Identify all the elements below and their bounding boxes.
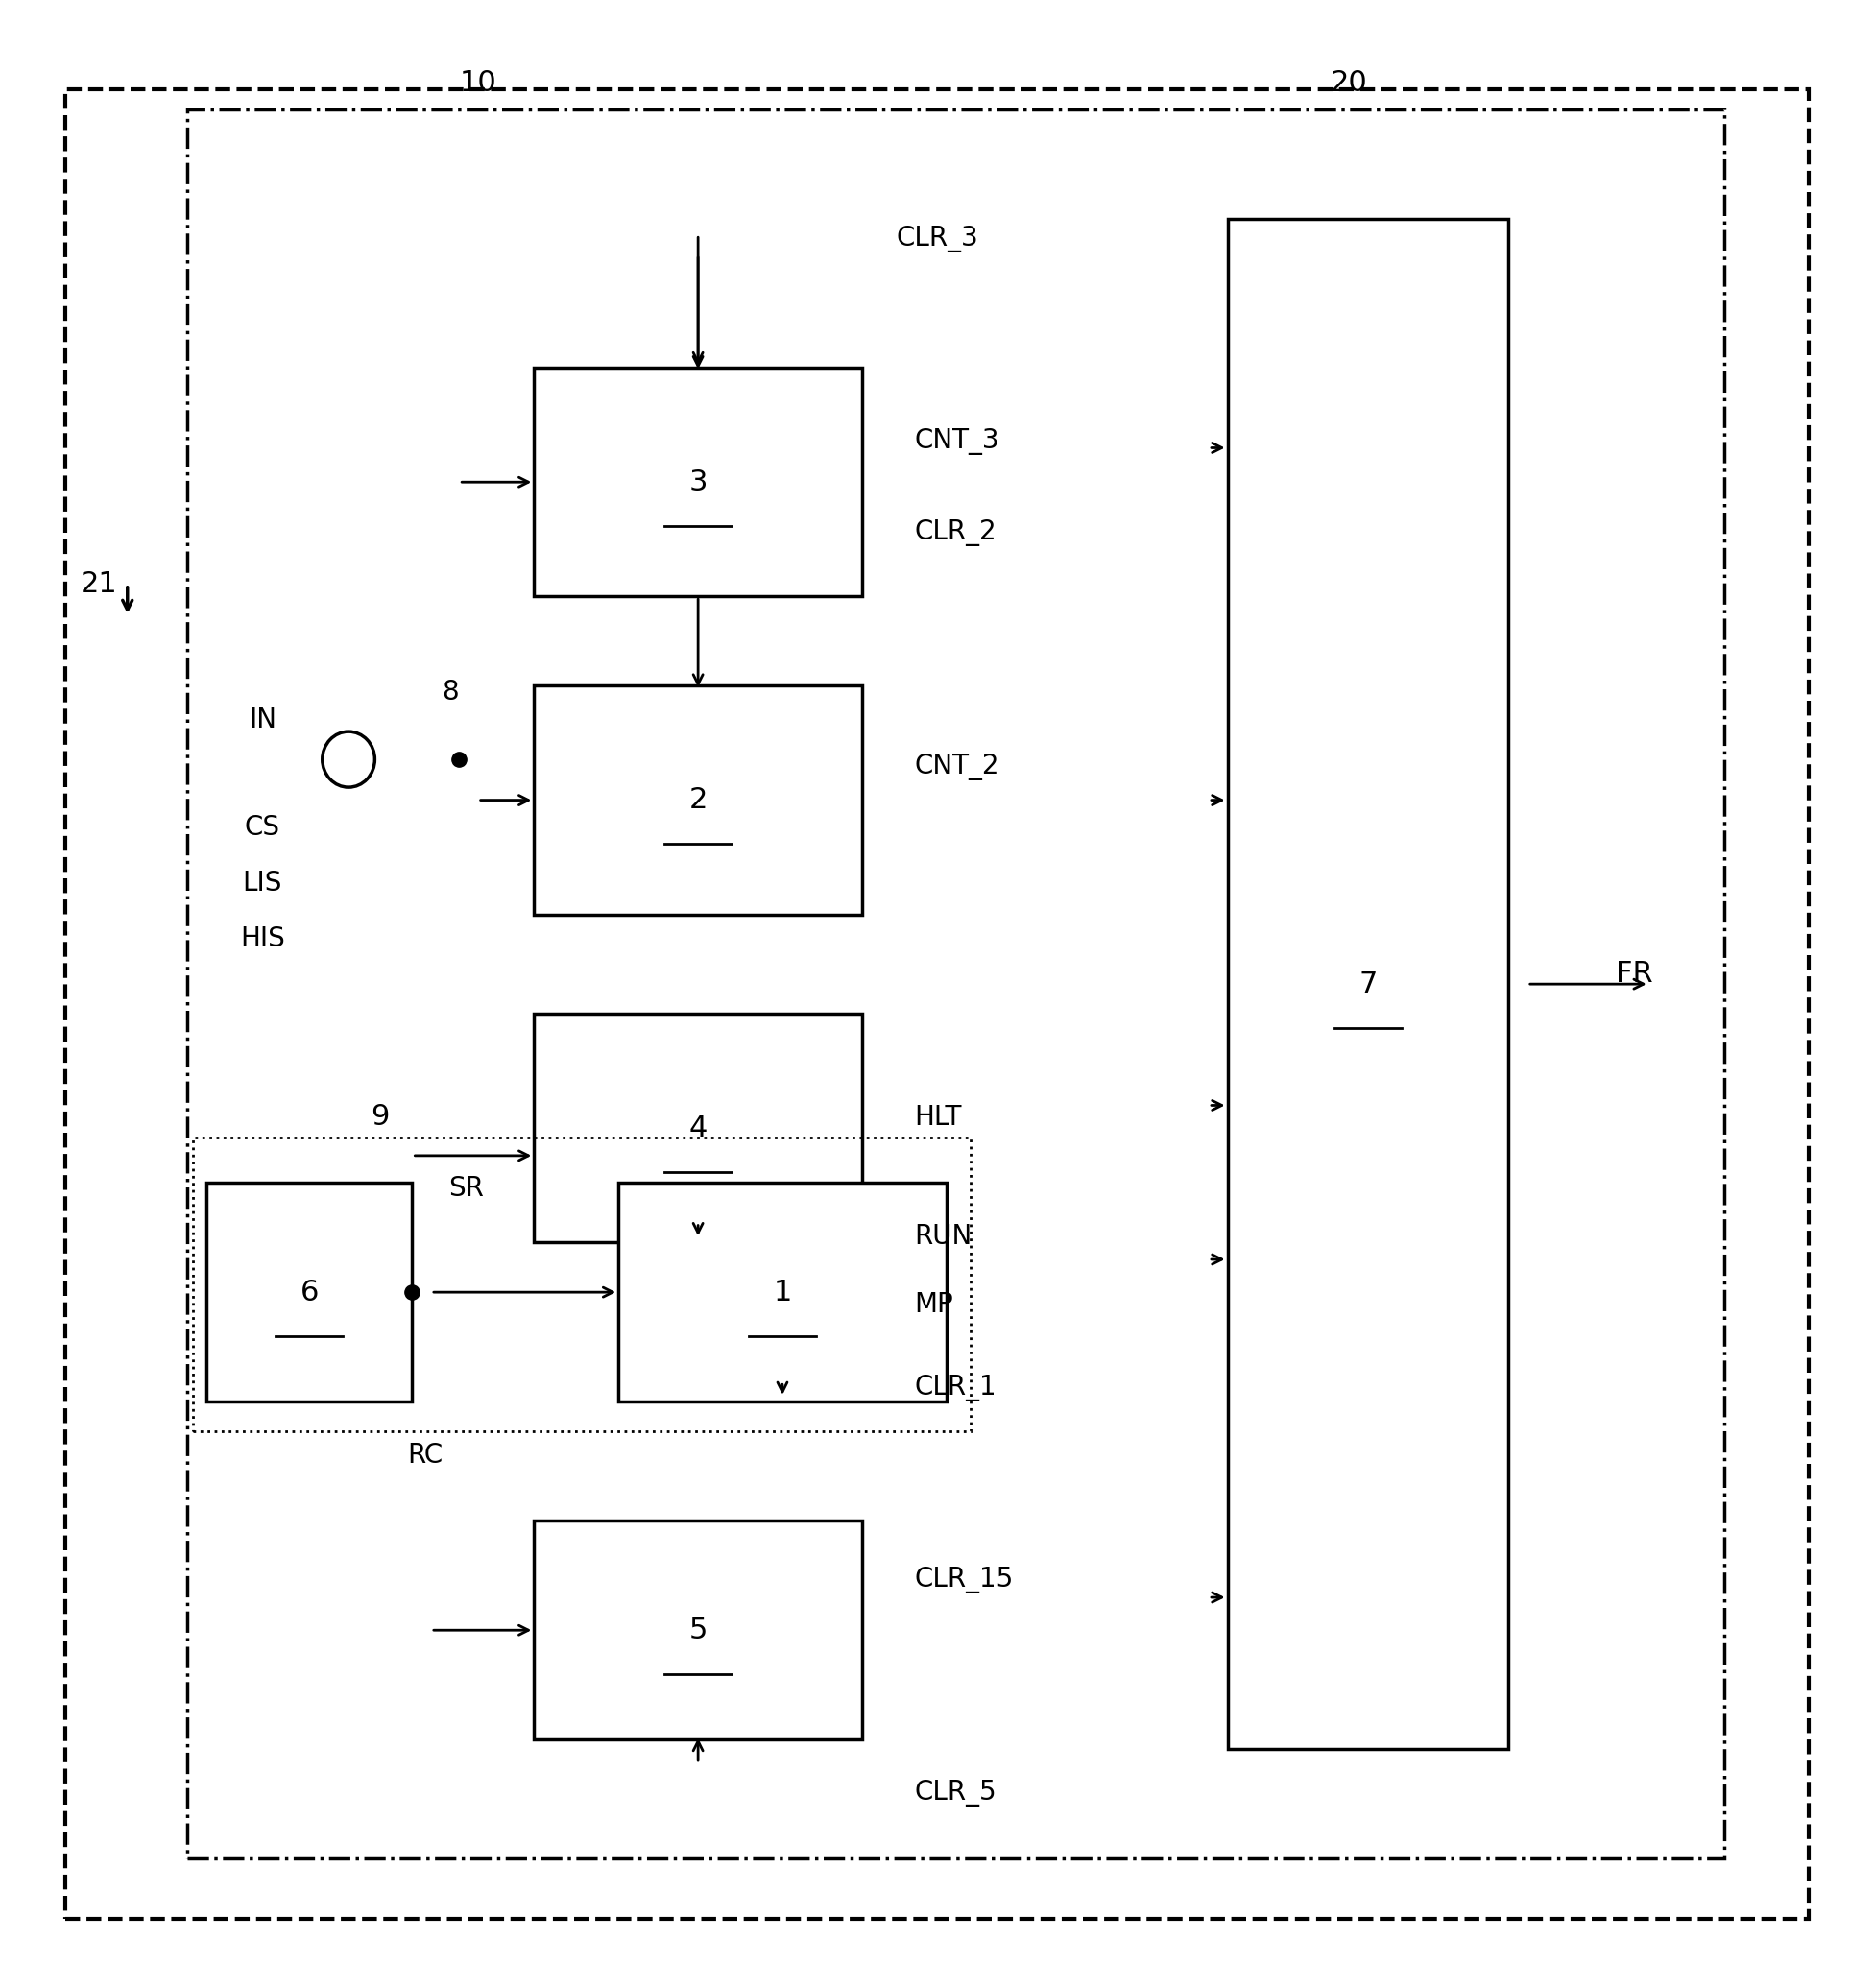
Text: HIS: HIS (240, 924, 285, 952)
Text: LIS: LIS (242, 869, 283, 897)
Text: FR: FR (1615, 960, 1653, 988)
Text: 5: 5 (690, 1616, 706, 1644)
Text: 7: 7 (1359, 970, 1377, 998)
Text: 1: 1 (774, 1278, 791, 1306)
Text: MP: MP (915, 1290, 954, 1318)
Bar (534, 1014, 862, 1242)
Text: CLR_3: CLR_3 (896, 225, 978, 252)
Bar (193, 1137, 971, 1431)
Text: 9: 9 (371, 1103, 390, 1131)
Bar (187, 109, 1724, 1859)
Text: 21: 21 (81, 571, 118, 598)
Text: CS: CS (245, 813, 279, 841)
Text: 6: 6 (300, 1278, 319, 1306)
Text: CLR_1: CLR_1 (915, 1374, 997, 1402)
Text: 20: 20 (1331, 70, 1368, 97)
Text: 2: 2 (690, 785, 706, 815)
Text: CLR_5: CLR_5 (915, 1779, 997, 1807)
Bar (534, 686, 862, 914)
Bar (618, 1183, 946, 1402)
Text: CLR_2: CLR_2 (915, 519, 997, 547)
Text: CNT_3: CNT_3 (915, 427, 999, 455)
Text: 10: 10 (459, 70, 497, 97)
Text: CLR_15: CLR_15 (915, 1567, 1014, 1594)
Bar (534, 368, 862, 596)
Text: SR: SR (448, 1175, 483, 1203)
Text: 8: 8 (440, 678, 459, 706)
Bar (534, 1521, 862, 1740)
Text: HLT: HLT (915, 1103, 961, 1131)
Text: 4: 4 (690, 1113, 706, 1143)
Text: 3: 3 (690, 467, 706, 497)
Text: RUN: RUN (915, 1223, 973, 1250)
Text: IN: IN (249, 706, 275, 734)
Bar (206, 1183, 412, 1402)
Text: CNT_2: CNT_2 (915, 753, 999, 781)
Bar (1227, 219, 1509, 1749)
Text: RC: RC (407, 1441, 444, 1469)
